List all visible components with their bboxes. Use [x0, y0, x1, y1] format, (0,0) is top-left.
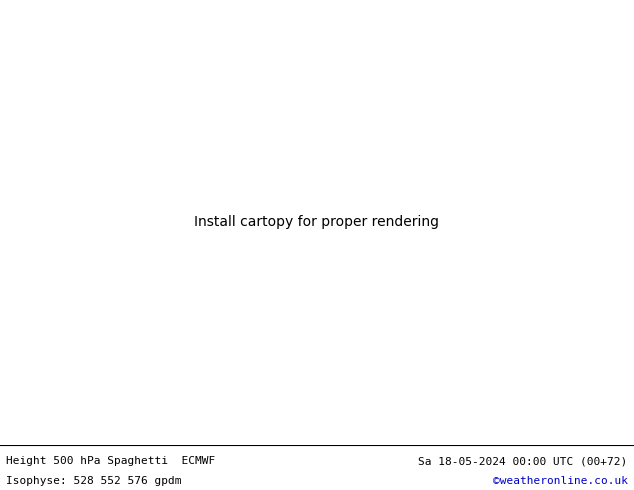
Text: Install cartopy for proper rendering: Install cartopy for proper rendering	[195, 216, 439, 229]
Text: Height 500 hPa Spaghetti  ECMWF: Height 500 hPa Spaghetti ECMWF	[6, 456, 216, 466]
Text: Isophyse: 528 552 576 gpdm: Isophyse: 528 552 576 gpdm	[6, 476, 182, 487]
Text: Sa 18-05-2024 00:00 UTC (00+72): Sa 18-05-2024 00:00 UTC (00+72)	[418, 456, 628, 466]
Text: ©weatheronline.co.uk: ©weatheronline.co.uk	[493, 476, 628, 487]
